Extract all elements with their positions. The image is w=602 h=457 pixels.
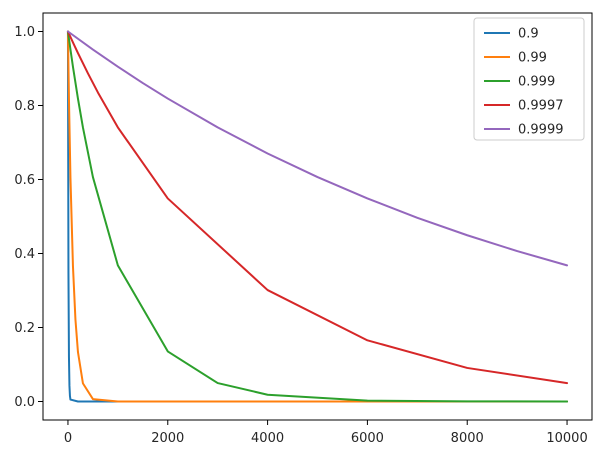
legend-label: 0.9 — [518, 27, 539, 42]
series-lines — [66, 30, 569, 403]
x-tick-label: 4000 — [251, 431, 284, 446]
y-tick-label: 0.4 — [14, 247, 35, 262]
y-tick-label: 0.0 — [14, 395, 35, 410]
y-tick-label: 1.0 — [14, 25, 35, 40]
y-tick-label: 0.6 — [14, 173, 35, 188]
legend-label: 0.999 — [518, 75, 555, 90]
x-axis: 0 2000 4000 6000 8000 10000 — [64, 420, 588, 446]
plot-frame — [42, 12, 593, 421]
y-tick-label: 0.2 — [14, 321, 35, 336]
x-tick-label: 6000 — [351, 431, 384, 446]
series-line-0-99 — [66, 30, 569, 403]
legend: 0.9 0.99 0.999 0.9997 0.9999 — [473, 17, 585, 141]
legend-label: 0.9999 — [518, 123, 564, 138]
series-line-0-9997 — [66, 30, 569, 385]
y-axis: 0.0 0.2 0.4 0.6 0.8 1.0 — [14, 25, 43, 410]
legend-box — [473, 17, 585, 141]
x-tick-label: 0 — [64, 431, 72, 446]
legend-label: 0.99 — [518, 51, 547, 66]
y-tick-label: 0.8 — [14, 99, 35, 114]
series-line-0-999 — [66, 30, 569, 403]
x-tick-label: 10000 — [546, 431, 587, 446]
x-tick-label: 2000 — [151, 431, 184, 446]
x-tick-label: 8000 — [451, 431, 484, 446]
series-line-0-9999 — [66, 30, 569, 267]
legend-label: 0.9997 — [518, 99, 564, 114]
